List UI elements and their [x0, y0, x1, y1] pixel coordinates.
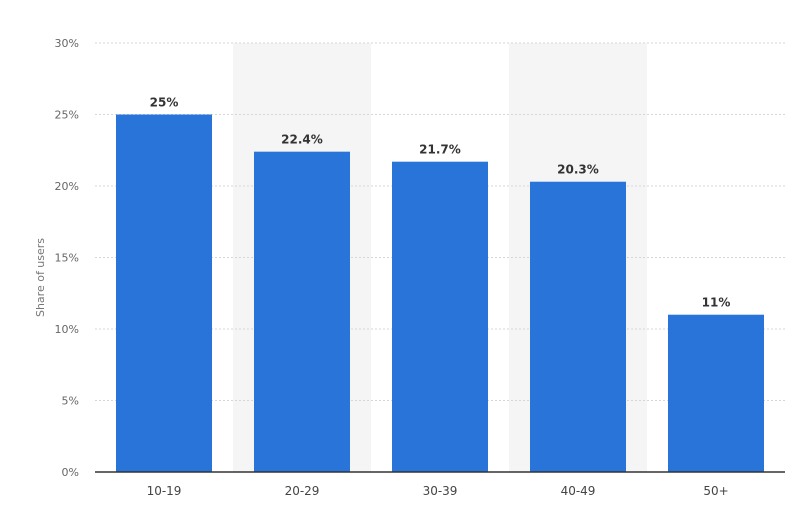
bar[interactable]	[668, 314, 764, 472]
y-axis-title: Share of users	[34, 238, 47, 317]
bar[interactable]	[530, 181, 626, 472]
y-tick-label: 5%	[62, 395, 79, 408]
bars	[116, 114, 764, 473]
data-label: 21.7%	[419, 143, 461, 157]
bar[interactable]	[116, 114, 212, 473]
y-tick-label: 15%	[55, 252, 79, 265]
y-axis-tick-labels: 0% 5% 10% 15% 20% 25% 30%	[55, 37, 79, 479]
x-tick-label: 10-19	[147, 484, 182, 498]
y-tick-label: 0%	[62, 466, 79, 479]
x-axis-tick-labels: 10-19 20-29 30-39 40-49 50+	[147, 484, 729, 498]
y-tick-label: 20%	[55, 180, 79, 193]
data-labels: 25% 22.4% 21.7% 20.3% 11%	[150, 96, 731, 310]
y-tick-label: 25%	[55, 109, 79, 122]
data-label: 22.4%	[281, 133, 323, 147]
y-tick-label: 30%	[55, 37, 79, 50]
data-label: 20.3%	[557, 163, 599, 177]
bar[interactable]	[254, 151, 350, 472]
x-tick-label: 30-39	[423, 484, 458, 498]
x-tick-label: 50+	[703, 484, 728, 498]
bar[interactable]	[392, 161, 488, 472]
y-tick-label: 10%	[55, 323, 79, 336]
data-label: 11%	[702, 296, 731, 310]
x-tick-label: 40-49	[561, 484, 596, 498]
x-tick-label: 20-29	[285, 484, 320, 498]
data-label: 25%	[150, 96, 179, 110]
